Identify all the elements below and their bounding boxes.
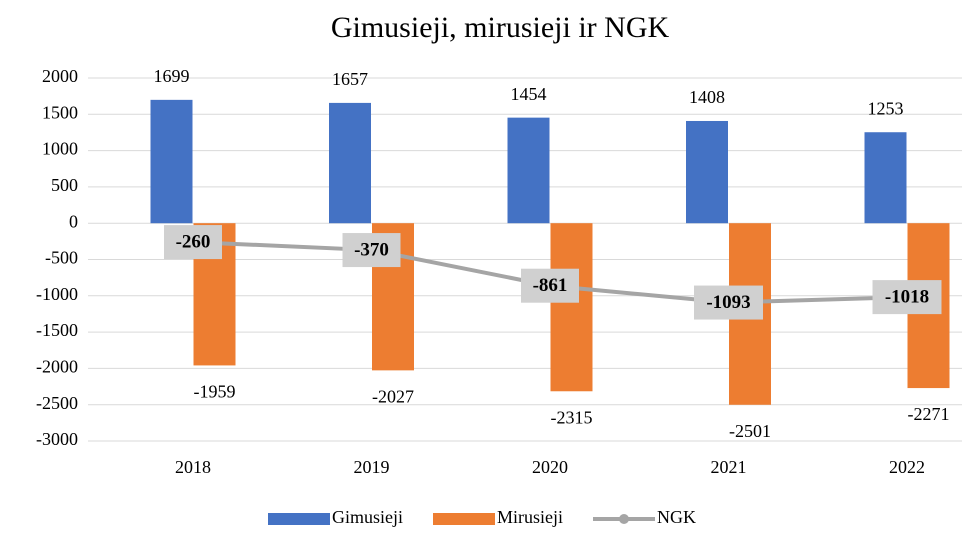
- data-label: 1454: [511, 84, 547, 104]
- y-tick-label: 1500: [42, 102, 78, 122]
- y-tick-label: 0: [69, 211, 78, 231]
- data-label-box: [164, 225, 222, 260]
- bar: [329, 102, 371, 224]
- data-label: -1093: [706, 292, 750, 313]
- data-label: -1959: [194, 382, 236, 402]
- legend-label: Gimusieji: [332, 507, 403, 527]
- data-label-box: [694, 285, 763, 320]
- bar: [507, 117, 550, 224]
- data-label-box: [872, 280, 942, 315]
- legend-label: Mirusieji: [497, 507, 563, 527]
- y-tick-label: -2500: [36, 393, 78, 413]
- bar: [864, 132, 907, 224]
- y-tick-label: 500: [51, 175, 78, 195]
- data-label: -861: [533, 275, 568, 296]
- legend-swatch: [619, 514, 629, 524]
- data-label-box: [342, 233, 401, 268]
- data-label: 1408: [689, 87, 725, 107]
- x-tick-label: 2021: [711, 457, 747, 477]
- y-tick-label: 1000: [42, 139, 78, 159]
- x-tick-label: 2022: [889, 457, 925, 477]
- data-label: -2271: [908, 404, 950, 424]
- legend-swatch: [268, 513, 330, 525]
- data-label: -260: [176, 231, 211, 252]
- y-tick-label: -500: [45, 248, 78, 268]
- chart-title: Gimusieji, mirusieji ir NGK: [331, 11, 670, 44]
- data-label: -2027: [372, 386, 414, 406]
- y-tick-label: -3000: [36, 429, 78, 449]
- data-label: -1018: [885, 286, 929, 307]
- y-tick-label: -1500: [36, 320, 78, 340]
- data-label: -2315: [551, 407, 593, 427]
- data-label: -2501: [729, 421, 771, 441]
- data-label-box: [521, 268, 579, 303]
- data-label: 1253: [868, 98, 904, 118]
- x-tick-label: 2020: [532, 457, 568, 477]
- data-label: 1699: [154, 66, 190, 86]
- y-tick-label: -1000: [36, 284, 78, 304]
- x-tick-label: 2019: [354, 457, 390, 477]
- legend-swatch: [433, 513, 495, 525]
- data-label: -370: [354, 239, 389, 260]
- x-tick-label: 2018: [175, 457, 211, 477]
- bar: [686, 120, 728, 224]
- legend-label: NGK: [657, 507, 696, 527]
- y-tick-label: -2000: [36, 357, 78, 377]
- y-tick-label: 2000: [42, 66, 78, 86]
- bar: [150, 99, 193, 224]
- bar: [550, 223, 593, 392]
- data-label: 1657: [332, 69, 368, 89]
